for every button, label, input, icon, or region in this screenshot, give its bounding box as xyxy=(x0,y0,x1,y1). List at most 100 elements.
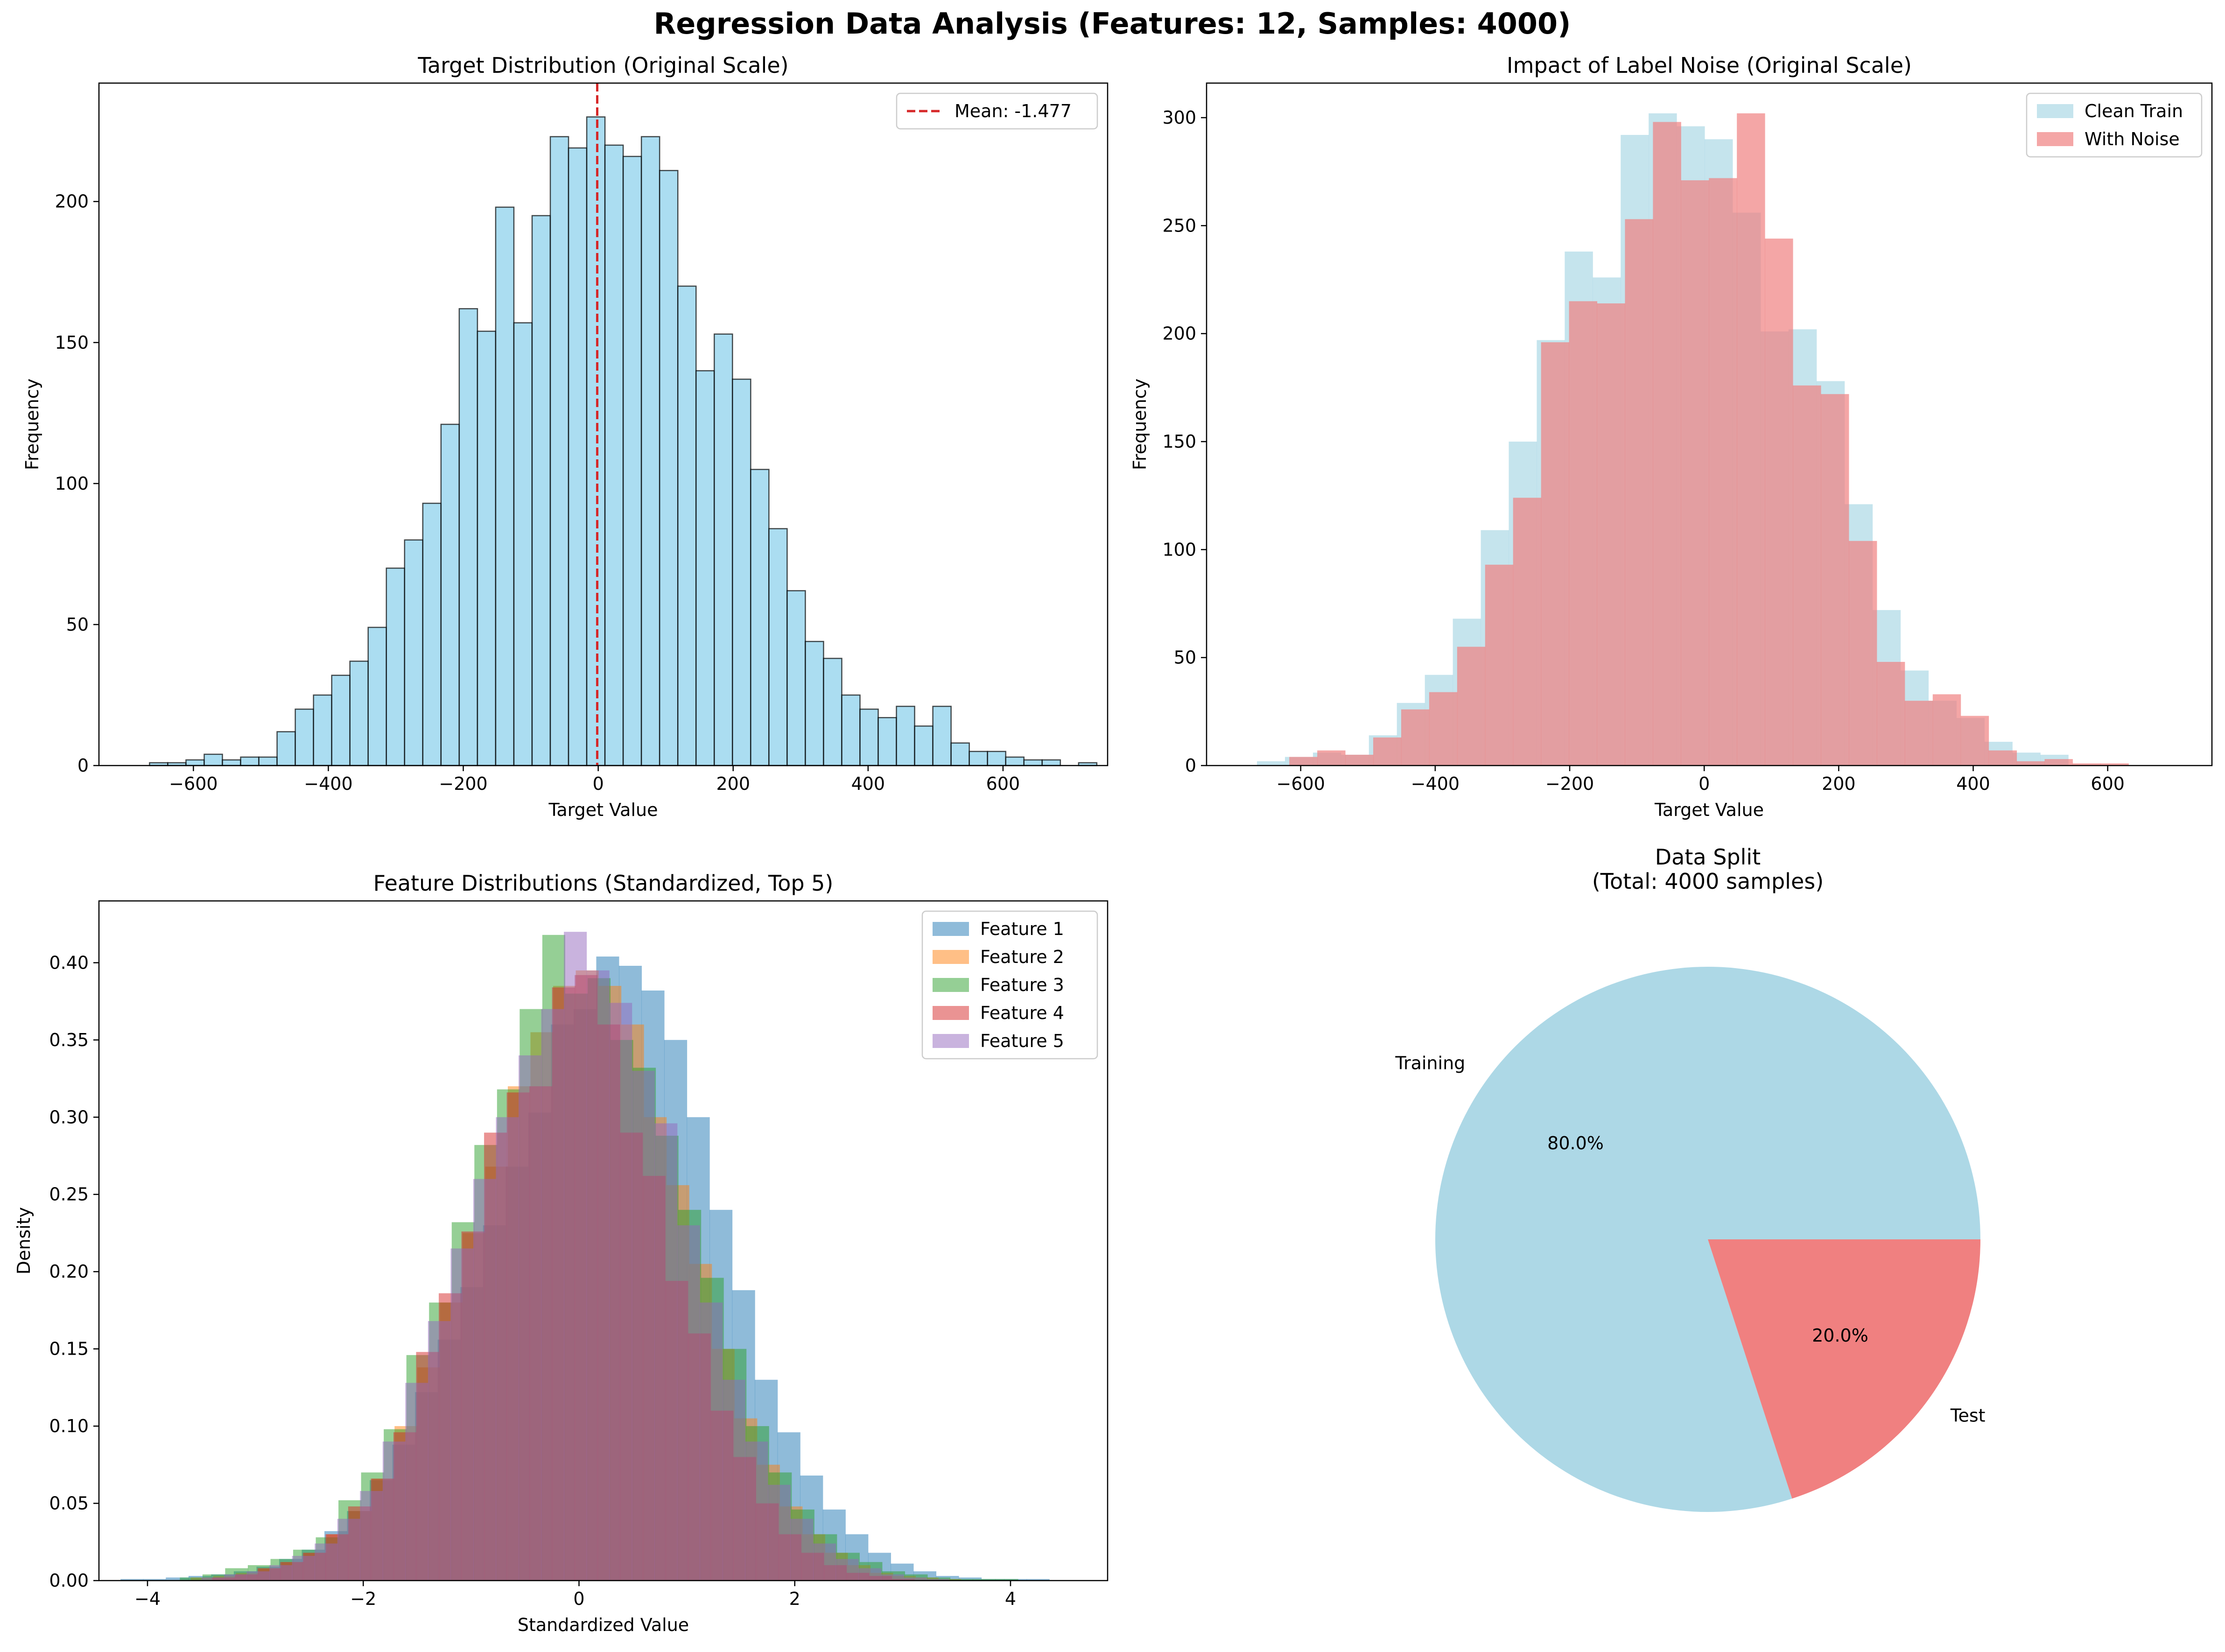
histogram-bar xyxy=(450,1248,474,1581)
histogram-bar xyxy=(201,1577,225,1581)
x-tick-label: 0 xyxy=(573,1589,584,1609)
histogram-bar xyxy=(622,155,642,766)
legend-label: Feature 4 xyxy=(980,1003,1064,1023)
histogram-bar xyxy=(813,1543,836,1581)
histogram-bar xyxy=(1569,301,1598,766)
pie-percent-label: 20.0% xyxy=(1812,1325,1868,1346)
histogram-bar xyxy=(1793,385,1821,766)
legend-box xyxy=(921,910,1098,1060)
pie-percent-label: 80.0% xyxy=(1547,1133,1604,1153)
histogram-bar xyxy=(1876,661,1905,766)
figure-suptitle: Regression Data Analysis (Features: 12, … xyxy=(654,7,1571,41)
histogram-bar xyxy=(367,626,387,766)
pie-slice-test xyxy=(1708,1239,1980,1499)
legend-swatch xyxy=(2037,104,2073,118)
histogram-bar xyxy=(1541,342,1570,766)
histogram-bar xyxy=(2072,763,2101,766)
x-axis-label: Target Value xyxy=(548,800,658,820)
y-tick-label: 150 xyxy=(1162,431,1196,452)
histogram-bar xyxy=(404,539,424,766)
x-tick-label: −600 xyxy=(169,773,218,794)
histogram-bar xyxy=(805,640,824,766)
y-tick-label: 0.15 xyxy=(49,1339,89,1359)
histogram-bar xyxy=(1737,113,1765,766)
histogram-bar xyxy=(224,1574,247,1581)
histogram-bar xyxy=(564,932,587,1581)
histogram-bar xyxy=(914,725,934,766)
histogram-bar xyxy=(382,1441,406,1581)
histogram-bar xyxy=(143,1579,166,1581)
histogram-bar xyxy=(1932,694,1961,766)
histogram-bar xyxy=(519,1055,542,1581)
x-tick-label: 2 xyxy=(789,1589,800,1609)
y-tick-label: 200 xyxy=(1162,323,1196,344)
histogram-bar xyxy=(1653,122,1681,766)
histogram-bar xyxy=(269,1565,293,1581)
histogram-bar xyxy=(1457,647,1486,766)
y-tick-label: 50 xyxy=(66,614,89,635)
x-tick-label: 400 xyxy=(1956,773,1990,794)
y-tick-label: 200 xyxy=(55,191,89,212)
histogram-bar xyxy=(640,136,660,766)
legend-label: With Noise xyxy=(2085,129,2180,149)
histogram-bar xyxy=(496,1117,519,1581)
histogram-bar xyxy=(2100,763,2129,766)
histogram-bar xyxy=(531,215,551,766)
histogram-bar xyxy=(1041,759,1061,766)
axes-frame xyxy=(98,82,1109,766)
x-axis-label: Target Value xyxy=(1654,800,1764,820)
legend-swatch xyxy=(2037,132,2073,146)
chart-title: Feature Distributions (Standardized, Top… xyxy=(373,871,834,896)
x-tick-label: −200 xyxy=(439,773,487,794)
legend-swatch xyxy=(933,1034,969,1048)
plot-marks xyxy=(120,932,1050,1581)
histogram-bar xyxy=(477,330,497,766)
histogram-bar xyxy=(428,1321,451,1581)
histogram-bar xyxy=(315,1543,338,1581)
histogram-bar xyxy=(950,1579,973,1581)
histogram-bar xyxy=(2016,761,2045,766)
histogram-bar xyxy=(841,694,861,766)
histogram-bar xyxy=(732,379,751,766)
y-tick-label: 0.00 xyxy=(49,1570,89,1591)
series-with-noise xyxy=(1289,113,2129,766)
pie-slices xyxy=(1435,967,1980,1512)
histogram-bar xyxy=(166,1577,189,1581)
x-tick-label: −600 xyxy=(1277,773,1325,794)
histogram-bar xyxy=(1317,750,1346,766)
chart-title: Data Split xyxy=(1655,844,1761,870)
y-tick-label: 0 xyxy=(77,755,89,776)
pie-label: Test xyxy=(1950,1406,1986,1426)
histogram-bar xyxy=(1023,759,1043,766)
histogram-bar xyxy=(2044,759,2073,766)
histogram-bar xyxy=(695,370,715,766)
histogram-bar xyxy=(858,1568,882,1581)
axes-frame xyxy=(1206,82,2213,766)
x-tick-label: 600 xyxy=(986,773,1020,794)
histogram-bar xyxy=(1257,761,1285,766)
legend: Mean: -1.477 xyxy=(896,92,1098,130)
histogram-bar xyxy=(1625,219,1653,766)
histogram-bar xyxy=(1026,1579,1050,1581)
histogram-bar xyxy=(292,1556,315,1581)
y-tick-label: 0.20 xyxy=(49,1261,89,1282)
histogram-bar xyxy=(835,1559,859,1581)
pie-label: Training xyxy=(1395,1053,1465,1073)
histogram-bar xyxy=(1960,716,1989,766)
histogram-bar xyxy=(586,116,606,766)
histogram-bar xyxy=(1401,709,1430,766)
histogram-bar xyxy=(926,1579,949,1581)
y-tick-label: 100 xyxy=(1162,539,1196,560)
panel-data-split: Data Split(Total: 4000 samples) Training 8… xyxy=(1395,844,1986,1512)
histogram-bar xyxy=(185,759,205,766)
histogram-bar xyxy=(714,333,733,766)
histogram-bar xyxy=(932,705,952,766)
histogram-bar xyxy=(331,675,351,766)
histogram-bar xyxy=(786,590,806,766)
histogram-bar xyxy=(904,1577,927,1581)
histogram-bar xyxy=(120,1579,144,1581)
y-tick-label: 150 xyxy=(55,332,89,353)
y-tick-label: 100 xyxy=(55,473,89,494)
histogram-bar xyxy=(586,970,610,1581)
legend-box xyxy=(896,92,1098,130)
